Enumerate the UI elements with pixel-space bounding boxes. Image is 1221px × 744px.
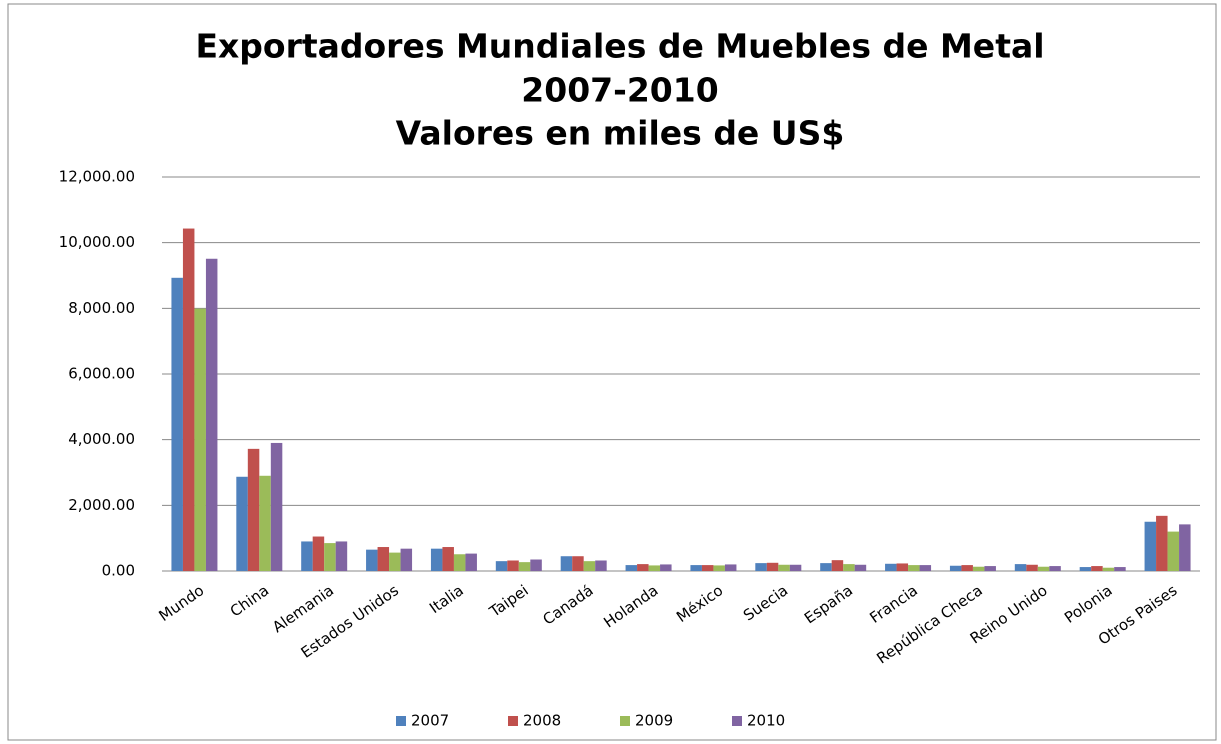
bar bbox=[919, 565, 932, 571]
bar bbox=[660, 564, 672, 571]
bar bbox=[530, 559, 542, 571]
bar bbox=[1037, 566, 1050, 571]
legend-swatch bbox=[732, 716, 742, 726]
bar bbox=[560, 556, 573, 571]
bar bbox=[854, 564, 867, 571]
bar bbox=[389, 552, 401, 571]
bar bbox=[778, 564, 790, 571]
bar bbox=[1179, 524, 1191, 571]
bar bbox=[465, 553, 477, 571]
bar bbox=[1156, 515, 1168, 571]
bar bbox=[637, 564, 649, 571]
bar bbox=[766, 562, 779, 571]
y-tick-label: 6,000.00 bbox=[68, 365, 135, 383]
bar bbox=[400, 548, 413, 571]
bar bbox=[205, 258, 218, 571]
bar bbox=[247, 448, 260, 571]
bar bbox=[789, 564, 802, 571]
bar bbox=[507, 560, 519, 571]
bar bbox=[625, 565, 638, 571]
legend-swatch bbox=[396, 716, 406, 726]
bar bbox=[701, 565, 714, 571]
bar bbox=[270, 442, 283, 571]
bar bbox=[1091, 566, 1103, 571]
bar bbox=[335, 541, 348, 571]
bar bbox=[949, 565, 962, 571]
bar bbox=[831, 560, 844, 571]
bar bbox=[583, 561, 596, 571]
bar bbox=[595, 560, 607, 571]
y-tick-label: 8,000.00 bbox=[68, 299, 135, 317]
chart-title: Exportadores Mundiales de Muebles de Met… bbox=[195, 27, 1044, 66]
bar bbox=[820, 563, 832, 571]
bar bbox=[755, 563, 767, 571]
bar bbox=[713, 565, 725, 571]
bar bbox=[1114, 567, 1126, 571]
chart-title: 2007-2010 bbox=[521, 71, 718, 110]
bar bbox=[442, 547, 454, 571]
bar bbox=[896, 563, 909, 571]
bar bbox=[690, 565, 702, 571]
bar bbox=[843, 564, 855, 571]
bar bbox=[518, 562, 531, 571]
y-tick-label: 10,000.00 bbox=[59, 233, 135, 251]
bar bbox=[259, 475, 271, 571]
bar bbox=[194, 308, 206, 571]
bar bbox=[1049, 566, 1061, 571]
bar bbox=[324, 543, 336, 571]
y-tick-label: 12,000.00 bbox=[59, 168, 135, 186]
bar bbox=[301, 541, 313, 571]
bar bbox=[1102, 567, 1115, 571]
bar bbox=[984, 566, 996, 571]
y-tick-label: 0.00 bbox=[102, 562, 135, 580]
bar bbox=[430, 548, 443, 571]
bar bbox=[182, 228, 195, 571]
bar bbox=[572, 556, 584, 571]
legend-label: 2008 bbox=[523, 712, 561, 730]
chart-title: Valores en miles de US$ bbox=[396, 114, 845, 153]
bar bbox=[1167, 531, 1180, 571]
bar bbox=[236, 476, 248, 571]
bar bbox=[648, 565, 661, 571]
bar bbox=[377, 547, 390, 571]
bar bbox=[495, 561, 508, 571]
legend-label: 2007 bbox=[411, 712, 449, 730]
legend-swatch bbox=[620, 716, 630, 726]
legend-label: 2009 bbox=[635, 712, 673, 730]
bar bbox=[312, 536, 325, 571]
bar bbox=[724, 564, 737, 571]
bar bbox=[1079, 567, 1092, 571]
bar bbox=[1014, 564, 1027, 571]
bar bbox=[366, 549, 378, 571]
bar bbox=[453, 554, 466, 571]
legend-label: 2010 bbox=[747, 712, 785, 730]
bar bbox=[961, 565, 973, 571]
bar bbox=[1026, 564, 1038, 571]
legend-swatch bbox=[508, 716, 518, 726]
y-tick-label: 2,000.00 bbox=[68, 496, 135, 514]
bar bbox=[1144, 521, 1157, 571]
bar bbox=[908, 565, 920, 571]
bar bbox=[972, 566, 985, 571]
y-tick-label: 4,000.00 bbox=[68, 430, 135, 448]
bar bbox=[885, 563, 897, 571]
bar bbox=[171, 277, 183, 571]
